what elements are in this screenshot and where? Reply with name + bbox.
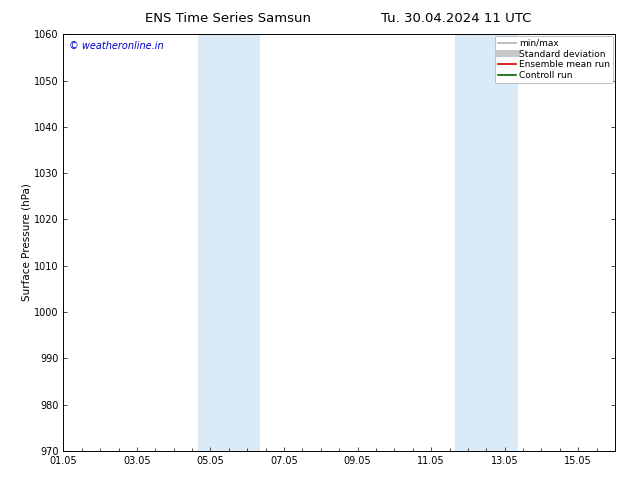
Y-axis label: Surface Pressure (hPa): Surface Pressure (hPa) (21, 184, 31, 301)
Text: Tu. 30.04.2024 11 UTC: Tu. 30.04.2024 11 UTC (381, 12, 532, 25)
Legend: min/max, Standard deviation, Ensemble mean run, Controll run: min/max, Standard deviation, Ensemble me… (495, 36, 613, 83)
Text: ENS Time Series Samsun: ENS Time Series Samsun (145, 12, 311, 25)
Text: © weatheronline.in: © weatheronline.in (69, 41, 164, 50)
Bar (455, 34, 517, 451)
Bar (198, 34, 260, 451)
